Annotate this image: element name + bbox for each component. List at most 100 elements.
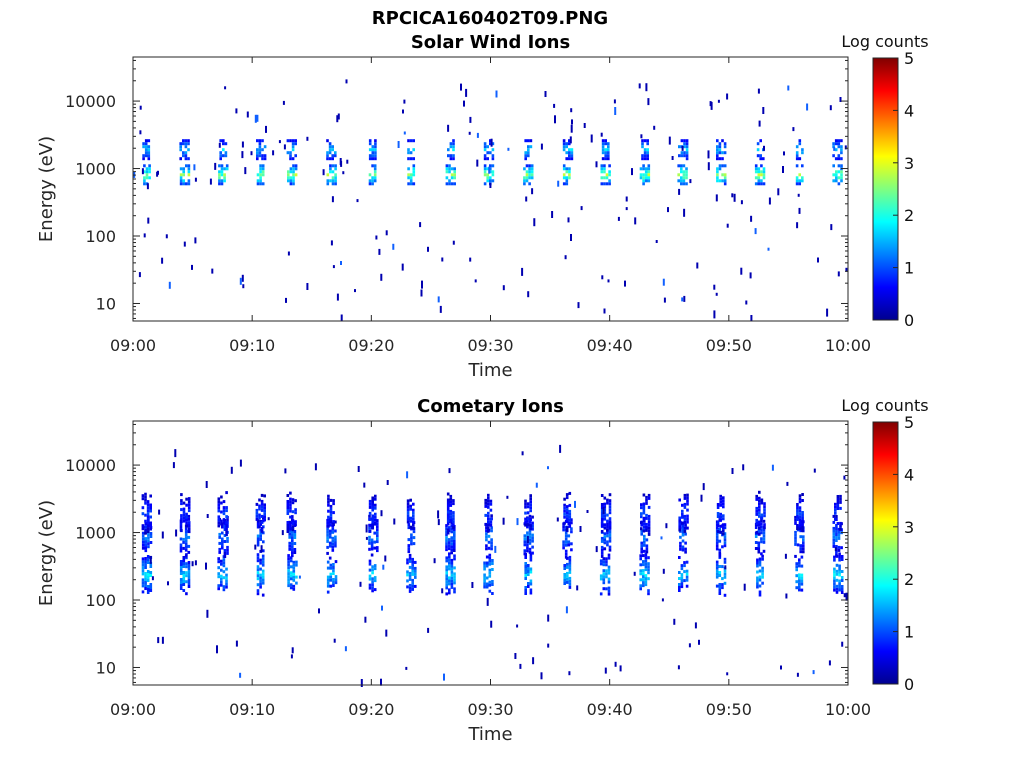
- heatmap-cell: [452, 523, 455, 527]
- heatmap-cell: [600, 515, 604, 518]
- heatmap-cell: [758, 526, 761, 530]
- heatmap-cell: [407, 526, 411, 530]
- heatmap-cell: [287, 560, 290, 564]
- heatmap-cell: [639, 587, 642, 591]
- heatmap-cell: [566, 580, 569, 584]
- heatmap-cell: [762, 537, 766, 541]
- heatmap-cell: [836, 504, 840, 507]
- heatmap-cell: [182, 513, 186, 517]
- heatmap-cell: [796, 543, 800, 547]
- heatmap-cell: [683, 496, 687, 500]
- heatmap-cell: [607, 580, 611, 584]
- heatmap-cell: [602, 557, 606, 561]
- heatmap-cell: [141, 572, 145, 576]
- heatmap-cell: [489, 520, 493, 524]
- heatmap-cell: [647, 526, 651, 530]
- heatmap-cell: [332, 520, 335, 524]
- heatmap-cell: [452, 154, 455, 158]
- heatmap-cell: [217, 515, 221, 519]
- heatmap-cell: [289, 506, 292, 510]
- heatmap-cell: [602, 587, 606, 591]
- heatmap-cell: [524, 592, 527, 595]
- heatmap-cell: [187, 521, 191, 525]
- heatmap-cell: [258, 507, 261, 511]
- heatmap-cell: [601, 139, 605, 143]
- heatmap-cell: [760, 498, 764, 502]
- heatmap-cell: [292, 569, 296, 573]
- heatmap-cell: [606, 543, 609, 547]
- heatmap-cell: [489, 139, 492, 143]
- heatmap-cell: [261, 560, 265, 564]
- heatmap-cell: [193, 164, 196, 171]
- heatmap-cell: [681, 530, 685, 534]
- heatmap-cell: [329, 179, 332, 183]
- heatmap-cell: [411, 578, 414, 582]
- heatmap-cell: [370, 553, 374, 557]
- heatmap-cell: [600, 548, 604, 552]
- heatmap-cell: [327, 524, 330, 528]
- x-tick-label: 09:00: [110, 700, 156, 719]
- heatmap-cell: [445, 545, 448, 549]
- heatmap-cell: [529, 588, 533, 592]
- heatmap-cell: [291, 539, 294, 543]
- heatmap-cell: [567, 540, 571, 544]
- heatmap-cell: [368, 577, 372, 581]
- heatmap-cell: [346, 159, 349, 164]
- heatmap-cell: [844, 145, 847, 150]
- heatmap-cell: [331, 157, 334, 161]
- heatmap-cell: [759, 157, 762, 161]
- heatmap-cell: [565, 179, 569, 183]
- heatmap-cell: [685, 154, 689, 158]
- heatmap-cell: [755, 506, 758, 510]
- heatmap-cell: [526, 519, 529, 523]
- heatmap-cell: [801, 520, 804, 523]
- heatmap-cell: [332, 511, 335, 515]
- heatmap-cell: [488, 553, 492, 557]
- heatmap-cell: [683, 517, 687, 521]
- heatmap-cell: [834, 508, 837, 512]
- heatmap-cell: [562, 164, 566, 168]
- heatmap-cell: [755, 530, 758, 534]
- heatmap-cell: [684, 550, 687, 554]
- heatmap-cell: [681, 539, 685, 543]
- heatmap-cell: [328, 148, 332, 152]
- heatmap-cell: [408, 586, 412, 590]
- heatmap-cell: [293, 533, 297, 536]
- heatmap-cell: [187, 500, 191, 504]
- heatmap-cell: [329, 164, 332, 168]
- heatmap-cell: [608, 508, 612, 512]
- heatmap-cell: [798, 527, 802, 531]
- heatmap-cell: [374, 512, 377, 516]
- heatmap-cell: [259, 585, 262, 589]
- heatmap-cell: [272, 150, 275, 156]
- heatmap-cell: [599, 577, 603, 581]
- heatmap-cell: [754, 228, 757, 235]
- heatmap-cell: [799, 529, 802, 533]
- heatmap-cell: [723, 560, 727, 564]
- heatmap-cell: [256, 543, 260, 547]
- heatmap-cell: [334, 535, 337, 539]
- heatmap-cell: [332, 572, 335, 575]
- heatmap-cell: [294, 167, 298, 171]
- heatmap-cell: [453, 554, 456, 558]
- heatmap-cell: [483, 142, 487, 146]
- heatmap-cell: [489, 508, 493, 512]
- heatmap-cell: [409, 173, 413, 177]
- heatmap-cell: [835, 170, 838, 174]
- heatmap-cell: [762, 528, 766, 532]
- plot-area: [133, 57, 848, 321]
- heatmap-cell: [332, 265, 335, 269]
- heatmap-cell: [211, 268, 214, 274]
- heatmap-cell: [223, 540, 227, 543]
- heatmap-cell: [219, 154, 222, 158]
- heatmap-cell: [603, 496, 607, 500]
- heatmap-cell: [761, 581, 764, 585]
- heatmap-cell: [222, 139, 225, 143]
- heatmap-cell: [328, 556, 332, 560]
- heatmap-cell: [568, 167, 571, 171]
- heatmap-cell: [760, 528, 763, 532]
- heatmap-cell: [334, 167, 337, 171]
- heatmap-cell: [332, 569, 335, 572]
- heatmap-cell: [376, 525, 379, 529]
- heatmap-cell: [678, 525, 681, 529]
